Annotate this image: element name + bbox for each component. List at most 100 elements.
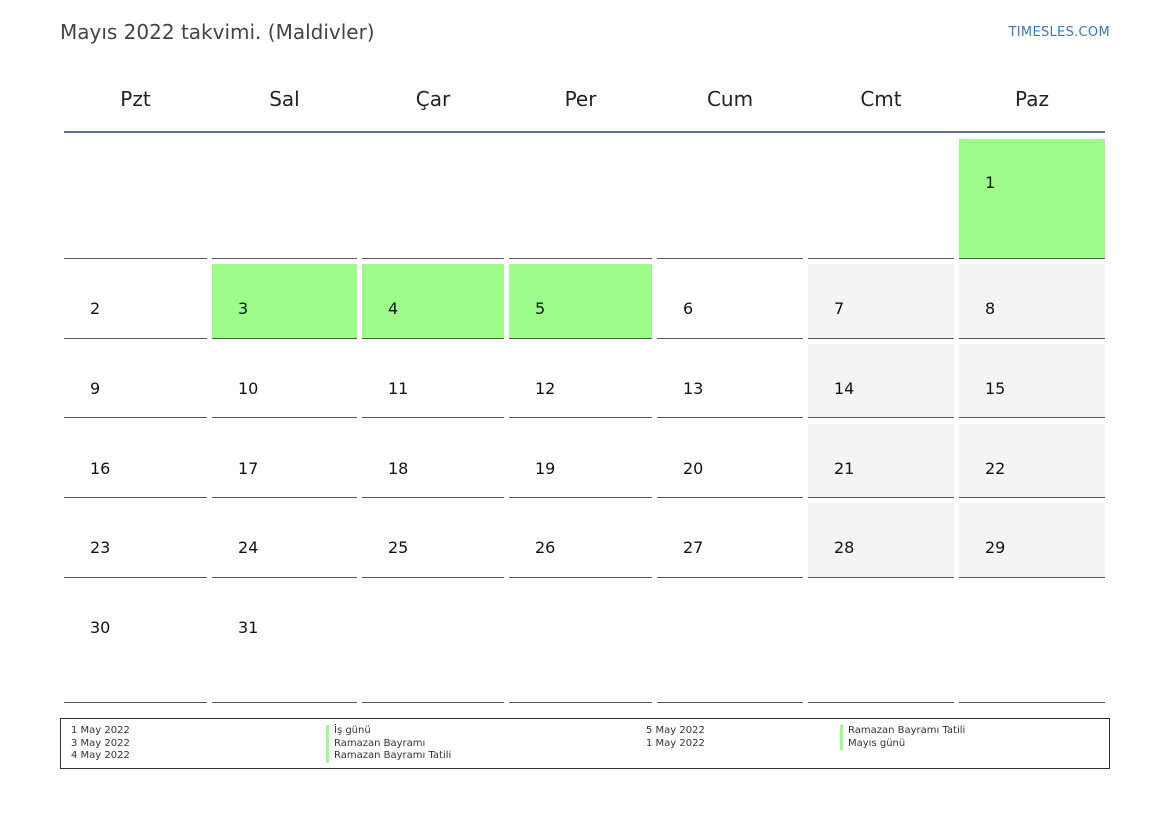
day-number: 26 <box>535 538 556 557</box>
day-number: 9 <box>90 379 101 398</box>
day-number: 11 <box>388 379 409 398</box>
holiday-legend: 1 May 2022 3 May 2022 4 May 2022 İş günü… <box>60 718 1110 769</box>
empty-day-cell <box>509 257 652 259</box>
holiday-day-cell[interactable]: 1 <box>959 139 1105 259</box>
empty-day-cell <box>362 257 504 259</box>
day-number: 23 <box>90 538 111 557</box>
day-number: 10 <box>238 379 259 398</box>
legend-holiday-name: İş günü <box>326 725 451 738</box>
legend-holiday-name: Ramazan Bayramı Tatili <box>840 725 965 738</box>
weekday-label: Per <box>564 87 597 111</box>
day-cell[interactable]: 28 <box>808 503 954 578</box>
legend-holiday-name: Ramazan Bayramı Tatili <box>326 750 451 763</box>
day-number: 16 <box>90 459 111 478</box>
day-cell[interactable]: 18 <box>362 424 504 498</box>
weekday-label: Çar <box>415 87 451 111</box>
day-cell[interactable]: 12 <box>509 344 652 418</box>
day-cell[interactable]: 16 <box>64 424 207 498</box>
empty-day-cell <box>657 583 803 703</box>
legend-holiday-name: Mayıs günü <box>840 737 965 750</box>
calendar-grid: 1 2 3 4 5 6 7 8 9 10 11 12 13 14 15 16 17 18 19 20 21 22 23 24 2… <box>64 139 1105 703</box>
day-number: 6 <box>683 299 694 318</box>
day-cell[interactable]: 19 <box>509 424 652 498</box>
weekday-label: Pzt <box>120 87 151 111</box>
day-number: 14 <box>834 379 855 398</box>
day-cell[interactable]: 26 <box>509 503 652 578</box>
legend-date: 1 May 2022 <box>71 725 130 736</box>
day-number: 4 <box>388 299 399 318</box>
legend-right-names: Ramazan Bayramı Tatili Mayıs günü <box>840 725 965 750</box>
day-number: 18 <box>388 459 409 478</box>
day-cell[interactable]: 24 <box>212 503 357 578</box>
empty-day-cell <box>808 583 954 703</box>
weekday-label: Cum <box>706 87 754 111</box>
legend-date: 3 May 2022 <box>71 737 130 749</box>
day-cell[interactable]: 13 <box>657 344 803 418</box>
day-cell[interactable]: 11 <box>362 344 504 418</box>
day-number: 22 <box>985 459 1006 478</box>
day-number: 2 <box>90 299 101 318</box>
day-cell[interactable]: 23 <box>64 503 207 578</box>
day-number: 20 <box>683 459 704 478</box>
legend-date: 4 May 2022 <box>71 750 130 761</box>
day-number: 21 <box>834 459 855 478</box>
day-cell[interactable]: 22 <box>959 424 1105 498</box>
legend-left-dates: 1 May 2022 3 May 2022 4 May 2022 <box>71 725 130 763</box>
empty-day-cell <box>362 583 504 703</box>
weekday-label: Sal <box>269 87 300 111</box>
day-cell[interactable]: 15 <box>959 344 1105 418</box>
holiday-day-cell[interactable]: 3 <box>212 264 357 339</box>
legend-right-dates: 5 May 2022 1 May 2022 <box>646 725 705 750</box>
day-cell[interactable]: 17 <box>212 424 357 498</box>
weekday-header: Pzt Sal Çar Per Cum Cmt Paz <box>0 0 1169 130</box>
day-number: 27 <box>683 538 704 557</box>
day-cell[interactable]: 2 <box>64 264 207 339</box>
day-cell[interactable]: 31 <box>212 583 357 703</box>
day-number: 28 <box>834 538 855 557</box>
legend-date: 5 May 2022 <box>646 725 705 736</box>
day-cell[interactable]: 21 <box>808 424 954 498</box>
day-number: 5 <box>535 299 546 318</box>
day-cell[interactable]: 20 <box>657 424 803 498</box>
empty-day-cell <box>64 257 207 259</box>
legend-left-names: İş günü Ramazan Bayramı Ramazan Bayramı … <box>326 725 451 763</box>
holiday-day-cell[interactable]: 5 <box>509 264 652 339</box>
empty-day-cell <box>509 583 652 703</box>
empty-day-cell <box>212 257 357 259</box>
day-number: 24 <box>238 538 259 557</box>
page-title: Mayıs 2022 takvimi. (Maldivler) <box>60 20 375 44</box>
day-number: 1 <box>985 173 996 192</box>
day-number: 30 <box>90 618 111 637</box>
day-number: 7 <box>834 299 845 318</box>
day-number: 3 <box>238 299 249 318</box>
brand-link[interactable]: TIMESLES.COM <box>1008 25 1110 40</box>
day-number: 25 <box>388 538 409 557</box>
day-cell[interactable]: 27 <box>657 503 803 578</box>
day-number: 29 <box>985 538 1006 557</box>
day-cell[interactable]: 8 <box>959 264 1105 339</box>
day-number: 12 <box>535 379 556 398</box>
day-cell[interactable]: 10 <box>212 344 357 418</box>
day-cell[interactable]: 7 <box>808 264 954 339</box>
holiday-day-cell[interactable]: 4 <box>362 264 504 339</box>
day-number: 13 <box>683 379 704 398</box>
day-number: 31 <box>238 618 259 637</box>
day-cell[interactable]: 25 <box>362 503 504 578</box>
empty-day-cell <box>808 257 954 259</box>
weekday-label: Cmt <box>860 87 902 111</box>
day-cell[interactable]: 9 <box>64 344 207 418</box>
header-divider <box>64 131 1105 133</box>
day-number: 17 <box>238 459 259 478</box>
weekday-label: Paz <box>1015 87 1049 111</box>
legend-date: 1 May 2022 <box>646 737 705 749</box>
day-number: 15 <box>985 379 1006 398</box>
day-cell[interactable]: 30 <box>64 583 207 703</box>
day-cell[interactable]: 6 <box>657 264 803 339</box>
day-cell[interactable]: 29 <box>959 503 1105 578</box>
empty-day-cell <box>657 257 803 259</box>
legend-holiday-name: Ramazan Bayramı <box>326 737 451 750</box>
day-cell[interactable]: 14 <box>808 344 954 418</box>
day-number: 19 <box>535 459 556 478</box>
day-number: 8 <box>985 299 996 318</box>
empty-day-cell <box>959 583 1105 703</box>
